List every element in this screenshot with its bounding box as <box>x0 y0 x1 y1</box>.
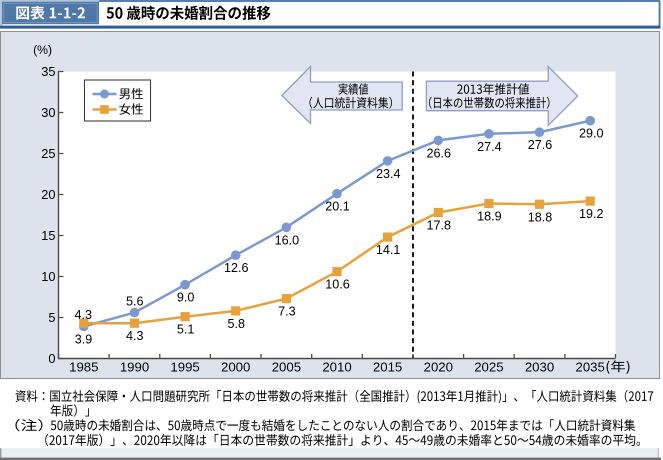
svg-text:5.1: 5.1 <box>177 323 195 337</box>
svg-text:10.6: 10.6 <box>325 278 350 292</box>
svg-text:2000: 2000 <box>221 360 250 375</box>
svg-text:27.4: 27.4 <box>477 140 502 154</box>
svg-text:2015: 2015 <box>373 360 402 375</box>
svg-text:20.1: 20.1 <box>325 200 350 214</box>
svg-text:2035: 2035 <box>576 360 605 375</box>
svg-text:19.2: 19.2 <box>579 207 604 221</box>
svg-text:27.6: 27.6 <box>528 138 553 152</box>
svg-text:9.0: 9.0 <box>177 291 195 305</box>
svg-text:7.3: 7.3 <box>278 305 296 319</box>
svg-text:17.8: 17.8 <box>427 219 452 233</box>
svg-text:15: 15 <box>41 228 55 243</box>
svg-text:1995: 1995 <box>170 360 199 375</box>
svg-text:26.6: 26.6 <box>427 146 452 160</box>
svg-text:1990: 1990 <box>120 360 149 375</box>
svg-text:16.0: 16.0 <box>275 233 300 247</box>
svg-text:2025: 2025 <box>474 360 503 375</box>
svg-text:10: 10 <box>41 269 55 284</box>
svg-text:2005: 2005 <box>272 360 301 375</box>
svg-text:2010: 2010 <box>322 360 351 375</box>
svg-text:0: 0 <box>48 351 55 366</box>
svg-text:18.8: 18.8 <box>528 210 553 224</box>
svg-text:2030: 2030 <box>525 360 554 375</box>
svg-text:3.9: 3.9 <box>75 333 93 347</box>
svg-text:18.9: 18.9 <box>477 210 502 224</box>
svg-text:23.4: 23.4 <box>376 167 401 181</box>
svg-text:30: 30 <box>41 105 55 120</box>
svg-text:4.3: 4.3 <box>126 329 144 343</box>
svg-text:5.6: 5.6 <box>126 295 144 309</box>
svg-text:2020: 2020 <box>424 360 453 375</box>
svg-text:5.8: 5.8 <box>227 317 245 331</box>
svg-text:4.3: 4.3 <box>75 308 93 322</box>
svg-text:14.1: 14.1 <box>376 243 401 257</box>
svg-text:1985: 1985 <box>69 360 98 375</box>
svg-text:29.0: 29.0 <box>579 127 604 141</box>
svg-text:5: 5 <box>48 310 55 325</box>
svg-text:(%): (%) <box>33 43 52 57</box>
svg-text:20: 20 <box>41 187 55 202</box>
svg-text:35: 35 <box>41 64 55 79</box>
svg-text:12.6: 12.6 <box>224 261 249 275</box>
svg-text:25: 25 <box>41 146 55 161</box>
